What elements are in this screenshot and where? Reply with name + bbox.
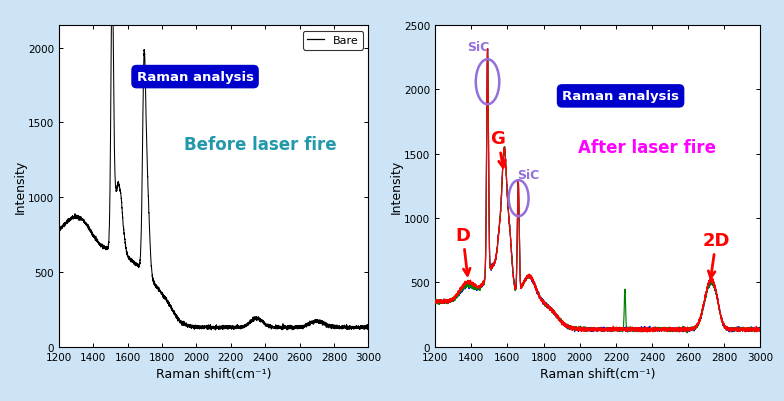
Text: 2D: 2D <box>702 231 730 278</box>
Text: G: G <box>491 130 506 168</box>
Text: Raman analysis: Raman analysis <box>562 90 679 103</box>
X-axis label: Raman shift(cm⁻¹): Raman shift(cm⁻¹) <box>156 367 271 380</box>
Text: Before laser fire: Before laser fire <box>183 136 336 154</box>
Legend: Bare: Bare <box>303 32 363 51</box>
Y-axis label: Intensity: Intensity <box>390 160 403 213</box>
Text: SiC: SiC <box>517 168 539 181</box>
Y-axis label: Intensity: Intensity <box>13 160 27 213</box>
Text: SiC: SiC <box>467 41 490 55</box>
X-axis label: Raman shift(cm⁻¹): Raman shift(cm⁻¹) <box>540 367 655 380</box>
Text: After laser fire: After laser fire <box>578 139 716 157</box>
Text: Raman analysis: Raman analysis <box>136 71 253 84</box>
Text: D: D <box>456 226 470 275</box>
